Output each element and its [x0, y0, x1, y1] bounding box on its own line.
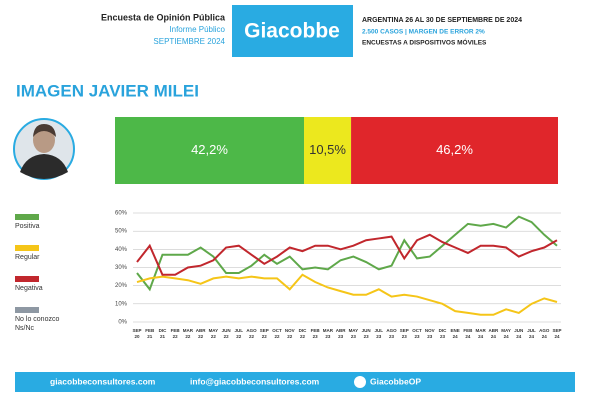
x-tick-label: FEB 22 [171, 328, 181, 339]
x-tick-label: AGO 23 [386, 328, 397, 339]
x-tick-label: DIC 22 [299, 328, 308, 339]
x-tick-label: OCT 22 [272, 328, 282, 339]
x-tick-label: JUN 23 [362, 328, 371, 339]
report: Informe Público [169, 25, 225, 34]
method: ENCUESTAS A DISPOSITIVOS MÓVILES [362, 38, 487, 47]
legend-swatch [15, 276, 39, 282]
bar-segment [304, 117, 352, 184]
x-tick-label: JUN 24 [514, 328, 523, 339]
bar-label: 46,2% [436, 142, 473, 157]
x-tick-label: SEP 24 [552, 328, 561, 339]
y-tick-label: 20% [115, 283, 128, 289]
x-tick-label: MAR 24 [476, 328, 487, 339]
date: SEPTIEMBRE 2024 [153, 37, 225, 46]
x-tick-label: DIC 23 [439, 328, 448, 339]
bar-segment [351, 117, 558, 184]
y-tick-label: 50% [115, 229, 128, 235]
bar-label: 10,5% [309, 142, 346, 157]
legend-item: No lo conozco Ns/Nc [15, 307, 95, 338]
x-tick-label: MAR 23 [323, 328, 334, 339]
x-tick-label: MAY 23 [349, 328, 359, 339]
x-tick-label: MAY 24 [501, 328, 511, 339]
y-tick-label: 0% [118, 320, 127, 326]
x-tick-label: SEP 20 [132, 328, 141, 339]
x-tick-label: FEB 21 [145, 328, 155, 339]
x-tick-label: JUL 24 [527, 328, 536, 339]
y-tick-label: 40% [115, 247, 128, 253]
x-tick-label: MAR 22 [183, 328, 194, 339]
x-tick-label: FEB 23 [311, 328, 321, 339]
bar-segment [115, 117, 305, 184]
x-tick-label: FEB 24 [463, 328, 473, 339]
footer-web: giacobbeconsultores.com [50, 376, 156, 386]
x-tick-label: AGO 22 [246, 328, 257, 339]
x-tick-label: JUN 22 [222, 328, 231, 339]
series-line [136, 273, 558, 316]
legend-item: Positiva [15, 214, 95, 245]
x-tick-label: DIC 21 [159, 328, 168, 339]
x-tick-label: JUL 22 [235, 328, 244, 339]
legend-item: Regular [15, 245, 95, 276]
footer-band [15, 372, 575, 392]
series-line [136, 215, 558, 292]
legend-swatch [15, 214, 39, 220]
footer-email: info@giacobbeconsultores.com [190, 376, 320, 386]
x-tick-label: OCT 23 [412, 328, 422, 339]
legend-label: No lo conozco Ns/Nc [15, 316, 60, 332]
y-tick-label: 10% [115, 301, 128, 307]
brand: Giacobbe [244, 20, 340, 43]
series-line [136, 233, 558, 276]
x-tick-label: SEP 22 [260, 328, 269, 339]
x-tick-label: MAY 22 [209, 328, 219, 339]
legend-label: Regular [15, 254, 40, 261]
twitter-icon [354, 376, 366, 388]
legend-item: Negativa [15, 276, 95, 307]
legend-swatch [15, 245, 39, 251]
x-tick-label: NOV 23 [425, 328, 435, 339]
legend-label: Negativa [15, 285, 43, 292]
brand-box [232, 5, 353, 57]
x-tick-label: ABR 24 [488, 328, 498, 339]
legend: Positiva Regular Negativa No lo conozco Ns/… [15, 214, 95, 338]
x-tick-label: ABR 22 [196, 328, 206, 339]
x-tick-label: AGO 24 [539, 328, 550, 339]
x-tick-label: SEP 23 [400, 328, 409, 339]
place: ARGENTINA 26 AL 30 DE SEPTIEMBRE DE 2024 [362, 17, 522, 24]
legend-label: Positiva [15, 223, 40, 230]
title: IMAGEN JAVIER MILEI [16, 81, 199, 100]
y-tick-label: 60% [115, 211, 128, 217]
legend-swatch [15, 307, 39, 313]
y-tick-label: 30% [115, 265, 128, 271]
x-tick-label: ENE 24 [451, 328, 460, 339]
photo [13, 118, 75, 180]
x-tick-label: NOV 22 [285, 328, 295, 339]
x-tick-label: JUL 23 [375, 328, 384, 339]
sample: 2.500 CASOS | MARGEN DE ERROR 2% [362, 29, 485, 36]
x-tick-label: ABR 23 [336, 328, 346, 339]
survey: Encuesta de Opinión Pública [101, 12, 226, 22]
bar-label: 42,2% [191, 142, 228, 157]
footer-twitter: GiacobbeOP [370, 376, 421, 386]
